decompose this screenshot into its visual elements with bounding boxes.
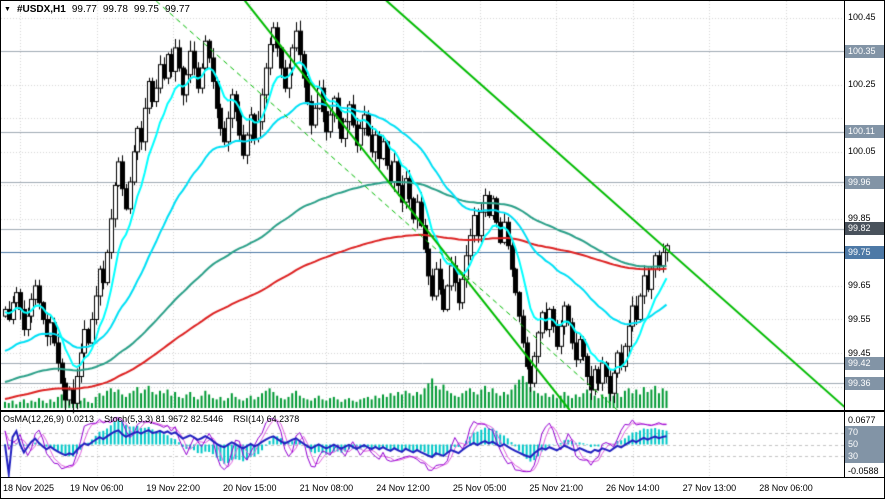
price-level-badge: 99.96 — [845, 175, 884, 189]
price-axis[interactable]: 100.45 100.35 100.25 100.11 100.05 99.96 99.85… — [844, 1, 884, 478]
price-level-badge: 100.35 — [845, 44, 884, 58]
price-level-badge: 99.75 — [845, 245, 884, 259]
time-axis[interactable]: 18 Nov 2025 19 Nov 06:00 19 Nov 22:00 20 No… — [1, 478, 884, 498]
quote-high: 99.78 — [102, 4, 128, 15]
indicator-axis-label: -0.0588 — [848, 466, 879, 476]
indicator-axis-label: 50 — [845, 438, 884, 451]
price-level-badge: 99.36 — [845, 376, 884, 390]
indicator-labels: OsMA(12,26,9) 0.0213 Stoch(5,3,3) 81.967… — [3, 414, 299, 424]
time-axis-label: 19 Nov 06:00 — [69, 483, 124, 493]
price-level-badge: 100.11 — [845, 125, 884, 139]
stochastic-label: Stoch(5,3,3) 81.9672 82.5446 — [104, 414, 224, 424]
time-axis-label: 24 Nov 12:00 — [376, 483, 430, 493]
quote-close: 99.77 — [164, 4, 190, 15]
rsi-label: RSI(14) 64.2378 — [233, 414, 300, 424]
axis-separator — [1, 477, 884, 478]
indicator-axis-label: 0.0677 — [848, 415, 876, 425]
price-axis-label: 99.55 — [848, 313, 871, 324]
time-axis-label: 28 Nov 06:00 — [759, 483, 813, 493]
indicator-axis-label: 30 — [845, 449, 884, 463]
price-axis-label: 100.45 — [848, 12, 876, 23]
price-axis-label: 99.65 — [848, 280, 871, 291]
panel-separator[interactable] — [1, 410, 884, 412]
time-axis-label: 25 Nov 21:00 — [529, 483, 583, 493]
quote-open: 99.77 — [71, 4, 97, 15]
symbol-timeframe-label: #USDX,H1 — [16, 4, 66, 15]
time-axis-label: 26 Nov 14:00 — [606, 483, 660, 493]
price-chart-canvas[interactable] — [1, 1, 844, 478]
price-axis-label: 100.05 — [848, 146, 876, 157]
price-axis-label: 100.25 — [848, 79, 876, 90]
price-axis-label: 99.45 — [848, 347, 871, 358]
time-axis-label: 21 Nov 08:00 — [299, 483, 354, 493]
chart-header: ▼ #USDX,H1 99.77 99.78 99.75 99.77 — [4, 4, 190, 15]
time-axis-label: 19 Nov 22:00 — [146, 483, 200, 493]
price-level-badge: 99.82 — [845, 222, 884, 236]
time-axis-label: 27 Nov 13:00 — [682, 483, 737, 493]
quote-low: 99.75 — [133, 4, 159, 15]
time-axis-label: 18 Nov 2025 — [3, 483, 55, 493]
time-axis-label: 25 Nov 05:00 — [452, 483, 507, 493]
time-axis-label: 20 Nov 15:00 — [223, 483, 277, 493]
chart-menu-icon[interactable]: ▼ — [4, 5, 11, 13]
osma-label: OsMA(12,26,9) 0.0213 — [3, 414, 95, 424]
price-level-badge: 99.42 — [845, 356, 884, 370]
price-axis-label: 99.85 — [848, 213, 871, 224]
indicator-axis-label: 70 — [845, 426, 884, 440]
